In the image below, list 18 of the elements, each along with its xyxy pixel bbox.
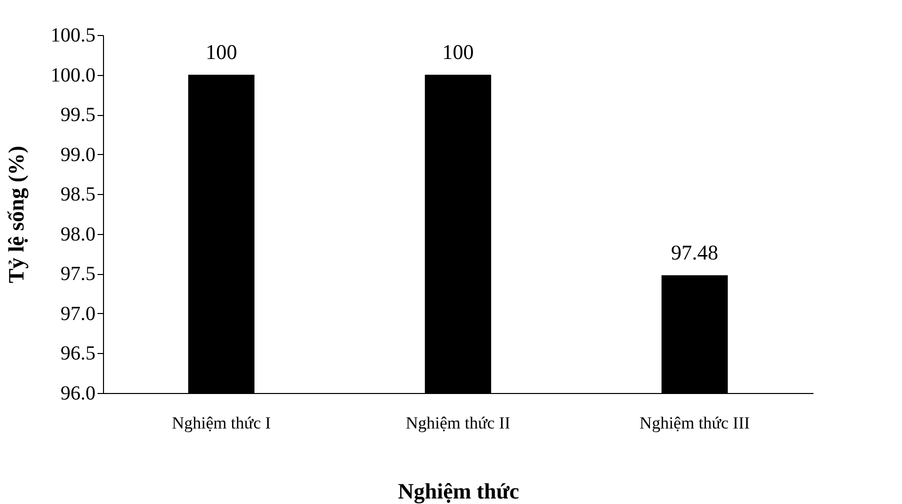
- y-tick-label: 99.5: [60, 104, 96, 126]
- data-label: 100: [442, 40, 474, 64]
- y-tick-label: 98.5: [60, 184, 96, 206]
- data-label: 97.48: [671, 240, 718, 264]
- x-tick-label: Nghiệm thức I: [172, 414, 272, 432]
- data-label: 100: [206, 40, 238, 64]
- x-axis-title: Nghiệm thức: [398, 478, 520, 504]
- y-tick-label: 97.0: [60, 302, 96, 325]
- y-tick-label: 97.5: [60, 263, 96, 286]
- y-tick-label: 96.0: [60, 382, 96, 404]
- y-axis-title: Tỷ lệ sống (%): [4, 146, 28, 284]
- y-tick-label: 99.0: [60, 144, 96, 166]
- y-tick-label: 96.5: [60, 342, 96, 365]
- x-tick-label: Nghiệm thức II: [406, 414, 511, 432]
- x-tick-label: Nghiệm thức III: [640, 414, 750, 432]
- y-tick-label: 100.0: [50, 64, 96, 86]
- y-tick-label: 100.5: [50, 24, 96, 46]
- y-tick-label: 98.0: [60, 223, 96, 246]
